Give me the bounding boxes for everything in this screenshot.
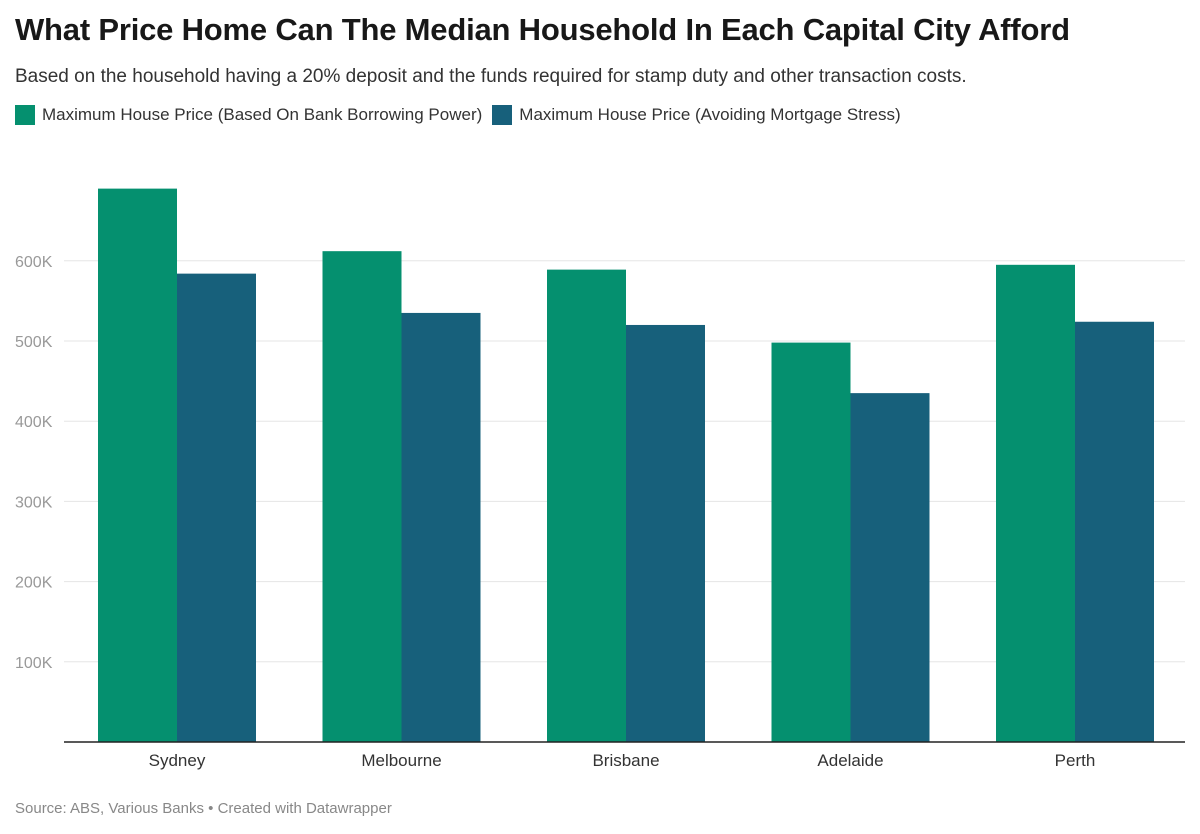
- y-tick-label: 300K: [15, 494, 53, 511]
- bar-perth-borrowing-power: [996, 264, 1075, 742]
- bar-adelaide-mortgage-stress: [850, 393, 930, 742]
- chart-title: What Price Home Can The Median Household…: [15, 12, 1070, 47]
- bar-melbourne-mortgage-stress: [401, 312, 481, 742]
- y-tick-label: 400K: [15, 414, 53, 431]
- legend-swatch-mortgage-stress: [492, 105, 513, 125]
- bars: [98, 188, 1154, 742]
- legend: Maximum House Price (Based On Bank Borro…: [15, 105, 911, 125]
- x-axis-labels: Sydney Melbourne Brisbane Adelaide Perth: [149, 751, 1096, 770]
- legend-item-borrowing-power: Maximum House Price (Based On Bank Borro…: [15, 105, 482, 125]
- y-tick-label: 200K: [15, 575, 53, 592]
- bar-melbourne-borrowing-power: [322, 251, 402, 742]
- bar-chart: 100K 200K 300K 400K 500K 600K Sydney Melbourne…: [15, 188, 1185, 770]
- x-category-label: Sydney: [149, 751, 206, 770]
- bar-brisbane-borrowing-power: [547, 269, 626, 742]
- chart-subtitle: Based on the household having a 20% depo…: [15, 66, 967, 87]
- y-axis-ticks: 100K 200K 300K 400K 500K 600K: [15, 254, 53, 672]
- y-tick-label: 600K: [15, 254, 53, 271]
- bar-perth-mortgage-stress: [1075, 321, 1154, 742]
- y-tick-label: 100K: [15, 655, 53, 672]
- y-tick-label: 500K: [15, 334, 53, 351]
- legend-label-mortgage-stress: Maximum House Price (Avoiding Mortgage S…: [519, 105, 901, 124]
- x-category-label: Perth: [1055, 751, 1096, 770]
- legend-item-mortgage-stress: Maximum House Price (Avoiding Mortgage S…: [492, 105, 901, 125]
- bar-adelaide-borrowing-power: [771, 342, 851, 742]
- bar-sydney-borrowing-power: [98, 188, 177, 742]
- legend-swatch-borrowing-power: [15, 105, 35, 125]
- x-category-label: Adelaide: [817, 751, 883, 770]
- x-category-label: Brisbane: [592, 751, 659, 770]
- bar-brisbane-mortgage-stress: [626, 324, 705, 742]
- bar-sydney-mortgage-stress: [177, 273, 256, 742]
- legend-label-borrowing-power: Maximum House Price (Based On Bank Borro…: [42, 105, 483, 124]
- x-category-label: Melbourne: [361, 751, 441, 770]
- source-note: Source: ABS, Various Banks • Created wit…: [15, 800, 392, 817]
